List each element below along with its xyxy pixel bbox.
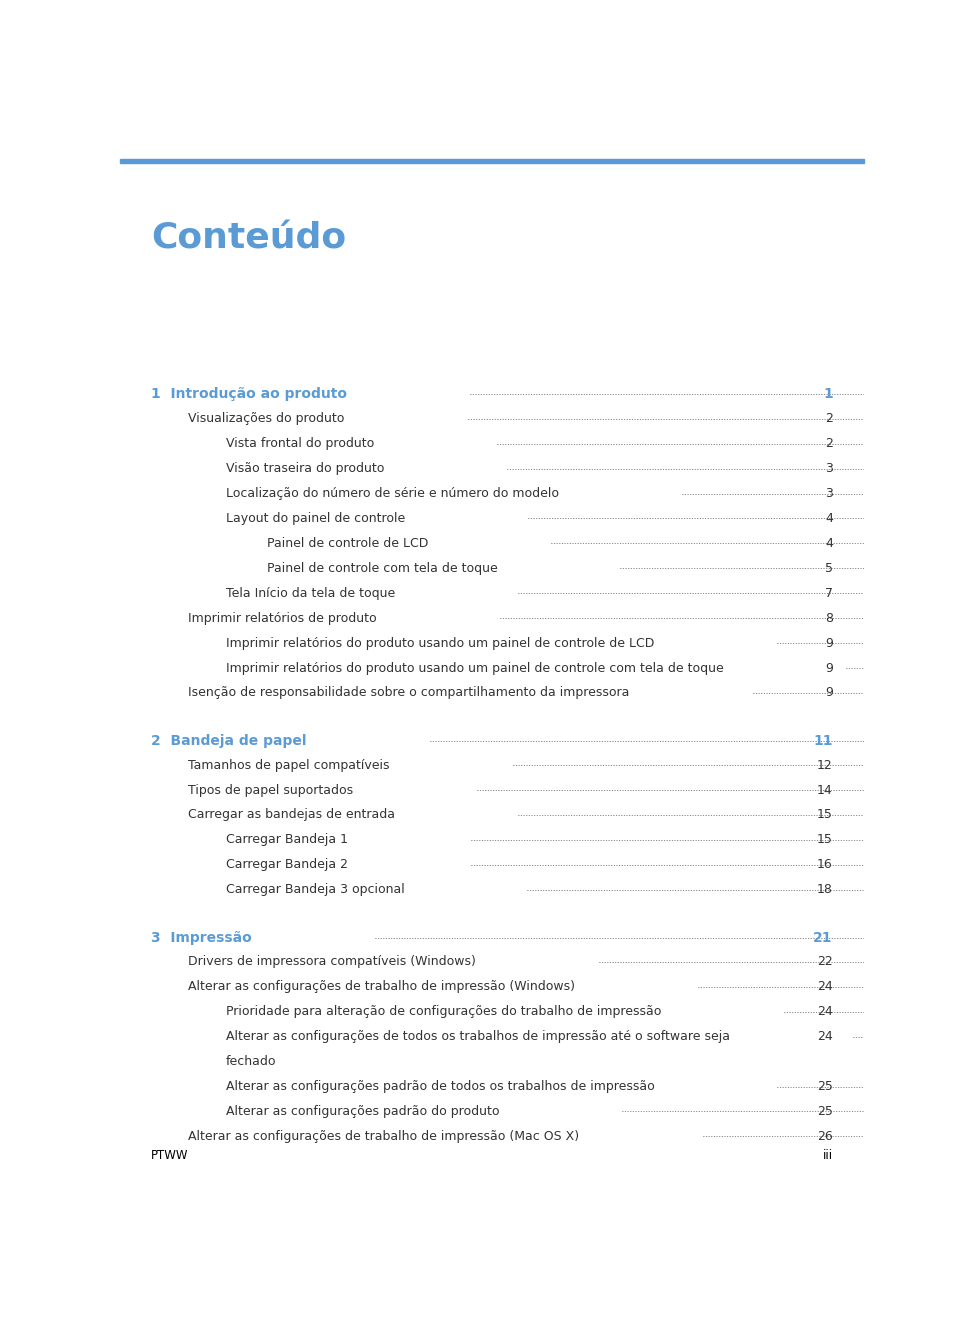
Text: PTWW: PTWW xyxy=(152,1149,189,1162)
Text: Alterar as configurações de todos os trabalhos de impressão até o software seja: Alterar as configurações de todos os tra… xyxy=(226,1030,730,1044)
Text: Imprimir relatórios do produto usando um painel de controle com tela de toque: Imprimir relatórios do produto usando um… xyxy=(226,662,724,675)
Text: Carregar as bandejas de entrada: Carregar as bandejas de entrada xyxy=(188,808,396,822)
Text: 2: 2 xyxy=(825,412,832,425)
Text: Imprimir relatórios do produto usando um painel de controle de LCD: Imprimir relatórios do produto usando um… xyxy=(226,637,654,650)
Bar xyxy=(120,159,864,162)
Text: Tamanhos de papel compatíveis: Tamanhos de papel compatíveis xyxy=(188,758,390,771)
Text: Carregar Bandeja 1: Carregar Bandeja 1 xyxy=(226,834,348,847)
Text: 12: 12 xyxy=(817,758,832,771)
Text: 4: 4 xyxy=(825,536,832,550)
Text: 3: 3 xyxy=(825,487,832,501)
Text: Carregar Bandeja 3 opcional: Carregar Bandeja 3 opcional xyxy=(226,884,404,896)
Text: Alterar as configurações de trabalho de impressão (Windows): Alterar as configurações de trabalho de … xyxy=(188,980,575,993)
Text: 24: 24 xyxy=(817,1030,832,1044)
Text: 8: 8 xyxy=(825,612,832,625)
Text: Alterar as configurações de trabalho de impressão (Mac OS X): Alterar as configurações de trabalho de … xyxy=(188,1129,580,1143)
Text: 3: 3 xyxy=(825,462,832,476)
Text: 15: 15 xyxy=(817,834,832,847)
Text: 2  Bandeja de papel: 2 Bandeja de papel xyxy=(152,733,307,748)
Text: 2: 2 xyxy=(825,437,832,450)
Text: iii: iii xyxy=(823,1149,832,1162)
Text: 21: 21 xyxy=(813,930,832,945)
Text: 25: 25 xyxy=(817,1104,832,1118)
Text: fechado: fechado xyxy=(226,1055,276,1069)
Text: 4: 4 xyxy=(825,513,832,524)
Text: Visualizações do produto: Visualizações do produto xyxy=(188,412,345,425)
Text: Tela Início da tela de toque: Tela Início da tela de toque xyxy=(226,587,395,600)
Text: Conteúdo: Conteúdo xyxy=(152,222,347,255)
Text: 18: 18 xyxy=(817,884,832,896)
Text: 9: 9 xyxy=(825,687,832,699)
Text: 9: 9 xyxy=(825,662,832,675)
Text: Isenção de responsabilidade sobre o compartilhamento da impressora: Isenção de responsabilidade sobre o comp… xyxy=(188,687,630,699)
Text: 7: 7 xyxy=(825,587,832,600)
Text: 11: 11 xyxy=(813,733,832,748)
Text: Painel de controle com tela de toque: Painel de controle com tela de toque xyxy=(267,561,497,575)
Text: 5: 5 xyxy=(825,561,832,575)
Text: 24: 24 xyxy=(817,1005,832,1018)
Text: Alterar as configurações padrão de todos os trabalhos de impressão: Alterar as configurações padrão de todos… xyxy=(226,1081,655,1092)
Text: Drivers de impressora compatíveis (Windows): Drivers de impressora compatíveis (Windo… xyxy=(188,955,476,968)
Text: 1: 1 xyxy=(823,387,832,402)
Text: 9: 9 xyxy=(825,637,832,650)
Text: 16: 16 xyxy=(817,859,832,872)
Text: 15: 15 xyxy=(817,808,832,822)
Text: 24: 24 xyxy=(817,980,832,993)
Text: Alterar as configurações padrão do produto: Alterar as configurações padrão do produ… xyxy=(226,1104,499,1118)
Text: Carregar Bandeja 2: Carregar Bandeja 2 xyxy=(226,859,348,872)
Text: 25: 25 xyxy=(817,1081,832,1092)
Text: Painel de controle de LCD: Painel de controle de LCD xyxy=(267,536,428,550)
Text: Layout do painel de controle: Layout do painel de controle xyxy=(226,513,405,524)
Text: 1  Introdução ao produto: 1 Introdução ao produto xyxy=(152,387,348,402)
Text: 22: 22 xyxy=(817,955,832,968)
Text: Tipos de papel suportados: Tipos de papel suportados xyxy=(188,783,353,797)
Text: 26: 26 xyxy=(817,1129,832,1143)
Text: Localização do número de série e número do modelo: Localização do número de série e número … xyxy=(226,487,559,501)
Text: 3  Impressão: 3 Impressão xyxy=(152,930,252,945)
Text: Imprimir relatórios de produto: Imprimir relatórios de produto xyxy=(188,612,377,625)
Text: 14: 14 xyxy=(817,783,832,797)
Text: Prioridade para alteração de configurações do trabalho de impressão: Prioridade para alteração de configuraçõ… xyxy=(226,1005,661,1018)
Text: Vista frontal do produto: Vista frontal do produto xyxy=(226,437,373,450)
Text: Visão traseira do produto: Visão traseira do produto xyxy=(226,462,384,476)
